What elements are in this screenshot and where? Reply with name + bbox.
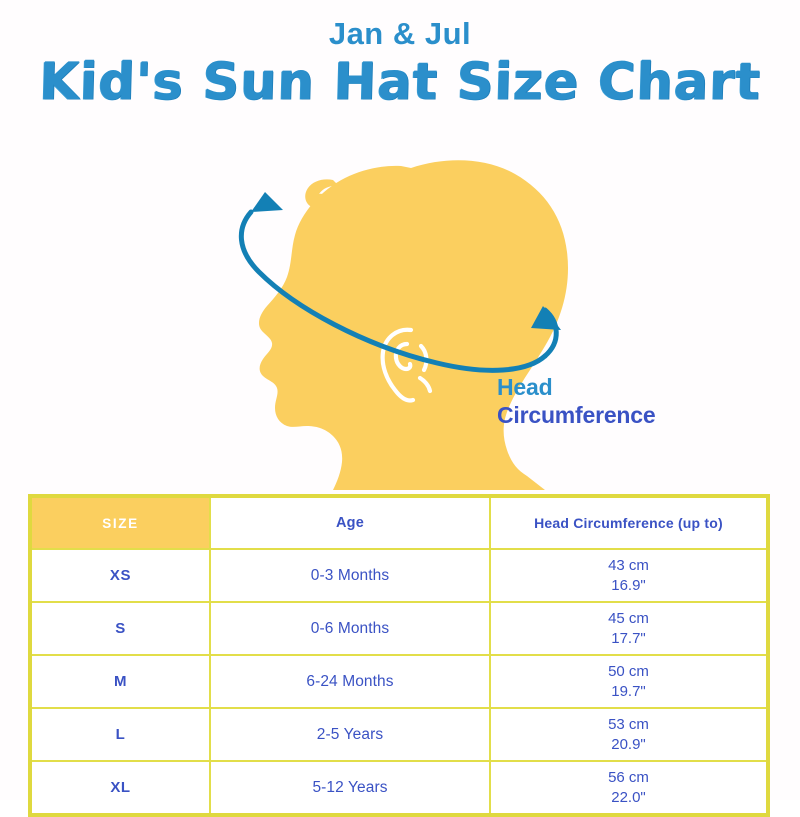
cell-size: XL (29, 760, 211, 816)
cell-hc-inches: 16.9" (611, 576, 646, 594)
head-illustration (215, 150, 735, 490)
size-chart-page: Jan & Jul Kid's Sun Hat Size Chart (0, 16, 800, 817)
cell-hc-cm: 50 cm (608, 663, 649, 681)
cell-age: 0-3 Months (209, 548, 491, 603)
cell-hc-cm: 45 cm (608, 610, 649, 628)
table-row: XS 0-3 Months 43 cm 16.9" (29, 548, 769, 603)
table-header: SIZE Age Head Circumference (up to) (29, 495, 769, 550)
table-body: XS 0-3 Months 43 cm 16.9" S 0-6 Months 4… (29, 548, 769, 816)
ear-icon (380, 327, 433, 403)
cell-size: L (29, 707, 211, 762)
cell-age: 6-24 Months (209, 654, 491, 709)
column-header-head-circumference: Head Circumference (up to) (489, 495, 769, 550)
table-row: M 6-24 Months 50 cm 19.7" (29, 654, 769, 709)
page-title: Kid's Sun Hat Size Chart (38, 53, 762, 112)
cell-hc-inches: 17.7" (611, 629, 646, 647)
cell-age: 5-12 Years (209, 760, 491, 816)
size-table-wrapper: SIZE Age Head Circumference (up to) XS 0… (28, 494, 770, 817)
cell-hc-cm: 43 cm (608, 557, 649, 575)
cell-head-circumference: 50 cm 19.7" (489, 654, 769, 709)
cell-head-circumference: 53 cm 20.9" (489, 707, 769, 762)
brand-name: Jan & Jul (328, 16, 472, 51)
column-header-age: Age (209, 495, 491, 550)
cell-age: 0-6 Months (209, 601, 491, 656)
cell-hc-inches: 19.7" (611, 682, 646, 700)
head-circumference-label: Head Circumference (497, 373, 656, 429)
cell-size: XS (29, 548, 211, 603)
cell-hc-inches: 22.0" (611, 788, 646, 806)
arrow-head-left (251, 192, 283, 212)
cell-hc-inches: 20.9" (611, 735, 646, 753)
cell-hc-cm: 56 cm (608, 769, 649, 787)
size-chart-table: SIZE Age Head Circumference (up to) XS 0… (28, 494, 770, 817)
table-header-row: SIZE Age Head Circumference (up to) (29, 495, 769, 550)
header-block: Jan & Jul Kid's Sun Hat Size Chart (0, 16, 800, 112)
cell-head-circumference: 56 cm 22.0" (489, 760, 769, 816)
cell-head-circumference: 45 cm 17.7" (489, 601, 769, 656)
cell-hc-cm: 53 cm (608, 716, 649, 734)
arrow-head-right (531, 306, 561, 330)
column-header-size: SIZE (29, 495, 211, 550)
table-row: L 2-5 Years 53 cm 20.9" (29, 707, 769, 762)
cell-size: M (29, 654, 211, 709)
head-circumference-label-line1: Head (497, 374, 553, 400)
cell-size: S (29, 601, 211, 656)
table-row: S 0-6 Months 45 cm 17.7" (29, 601, 769, 656)
table-row: XL 5-12 Years 56 cm 22.0" (29, 760, 769, 816)
cell-head-circumference: 43 cm 16.9" (489, 548, 769, 603)
head-circumference-label-line2: Circumference (497, 402, 656, 429)
child-head-silhouette-icon (258, 160, 569, 490)
cell-age: 2-5 Years (209, 707, 491, 762)
